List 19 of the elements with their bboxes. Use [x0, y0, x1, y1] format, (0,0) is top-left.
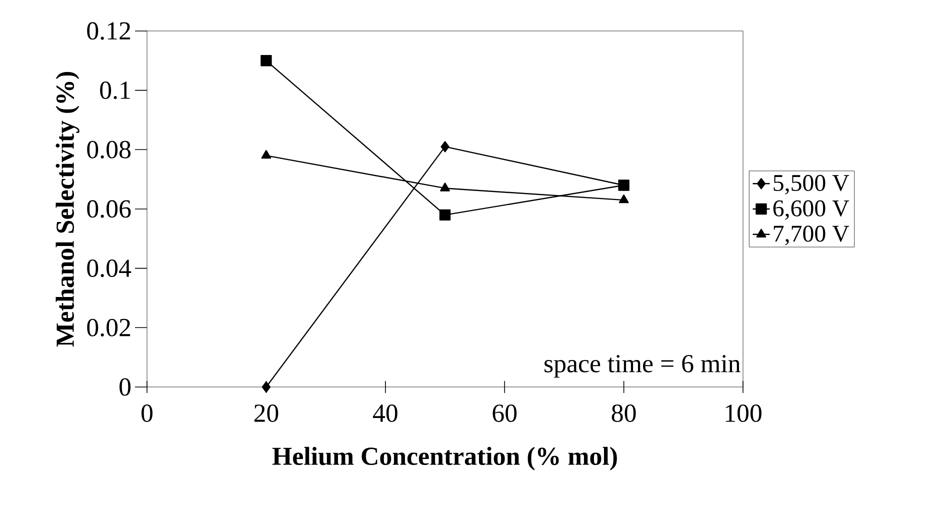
x-tick-label: 0	[142, 404, 152, 422]
y-tick-label: 0.04	[87, 260, 132, 278]
y-tick-label: 0.08	[87, 140, 131, 158]
annotation: space time = 6 min	[544, 354, 740, 378]
x-tick-label: 80	[612, 404, 636, 422]
y-tick-label: 0.12	[87, 22, 130, 40]
x-tick-label: 20	[254, 404, 278, 422]
y-tick-label: 0.06	[87, 200, 131, 218]
y-tick-label: 0	[120, 378, 131, 396]
legend-label: 5,500 V	[774, 174, 850, 194]
x-tick-label: 40	[372, 404, 398, 422]
x-axis-title: Helium Concentration (% mol)	[272, 446, 617, 470]
x-tick-label: 100	[726, 404, 762, 422]
legend-label: 6,600 V	[773, 200, 850, 220]
y-tick-label: 0.1	[100, 82, 130, 100]
y-tick-label: 0.02	[87, 318, 130, 336]
x-tick-label: 60	[492, 404, 517, 422]
legend-label: 7,700 V	[774, 226, 850, 246]
y-axis-title: Methanol Selectivity (%)	[56, 72, 80, 347]
